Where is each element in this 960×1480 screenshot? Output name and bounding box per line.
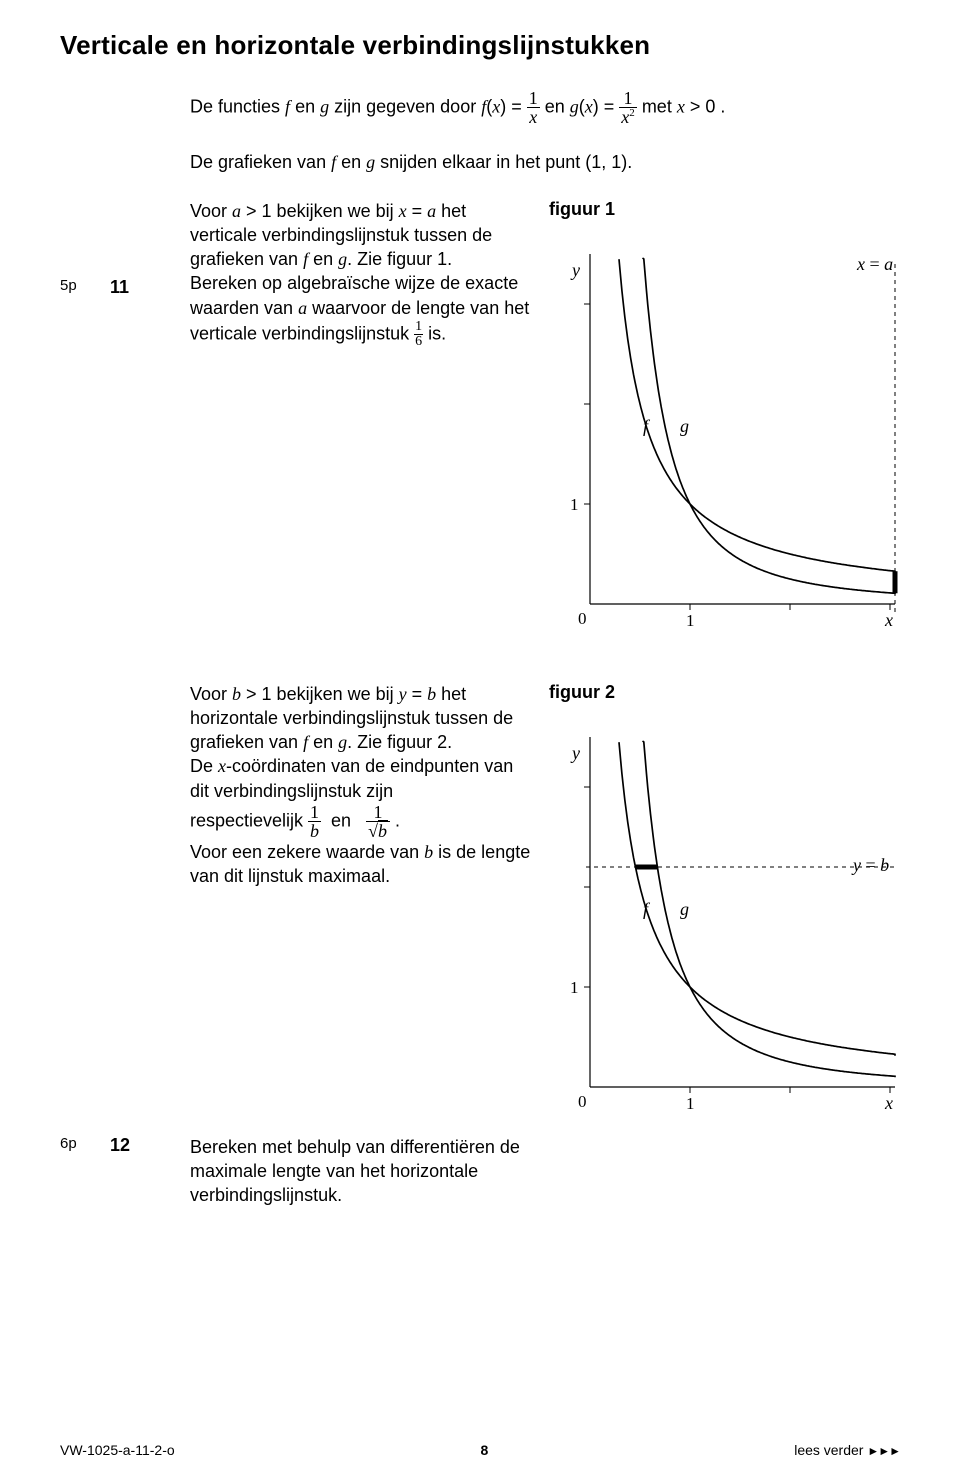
question-12-block: Voor b > 1 bekijken we bij y = b het hor… [60, 682, 900, 1127]
question-11-block: 5p 11 Voor a > 1 bekijken we bij x = a h… [60, 199, 900, 654]
q11-points: 5p [60, 199, 110, 298]
figure-1-chart: y x f g 0 1 1 x = a [545, 224, 900, 654]
svg-text:1: 1 [686, 1094, 695, 1113]
footer-doc-id: VW-1025-a-11-2-o [60, 1442, 175, 1458]
page-footer: VW-1025-a-11-2-o 8 lees verder ►►► lees … [60, 1442, 900, 1458]
svg-text:y: y [570, 260, 580, 280]
figure-1-title: figuur 1 [549, 199, 900, 220]
q12-task-text: Bereken met behulp van differentiëren de… [190, 1135, 535, 1208]
svg-text:1: 1 [570, 978, 579, 997]
footer-continue: lees verder ►►► lees verder ►►► [794, 1442, 900, 1458]
svg-text:x = a: x = a [856, 254, 893, 274]
svg-text:f: f [643, 416, 651, 436]
question-12-task-block: 6p 12 Bereken met behulp van differentië… [60, 1135, 900, 1208]
svg-text:y = b: y = b [851, 855, 889, 875]
svg-text:0: 0 [578, 609, 587, 628]
footer-page-num: 8 [481, 1442, 489, 1458]
svg-text:x: x [884, 1093, 893, 1113]
intro-paragraph: De functies f en g zijn gegeven door f(x… [190, 89, 900, 175]
svg-text:0: 0 [578, 1092, 587, 1111]
q12-text-para: Voor b > 1 bekijken we bij y = b het hor… [190, 682, 535, 889]
figure-2-chart: y x f g 0 1 1 y = b [545, 707, 900, 1127]
q11-text: Voor a > 1 bekijken we bij x = a het ver… [190, 199, 535, 349]
svg-text:y: y [570, 743, 580, 763]
svg-text:1: 1 [686, 611, 695, 630]
svg-text:f: f [643, 899, 651, 919]
svg-text:x: x [884, 610, 893, 630]
svg-text:1: 1 [570, 495, 579, 514]
svg-text:g: g [680, 416, 689, 436]
q12-points: 6p [60, 1135, 110, 1156]
svg-text:g: g [680, 899, 689, 919]
page-title: Verticale en horizontale verbindingslijn… [60, 30, 900, 61]
q12-number: 12 [110, 1135, 150, 1156]
q11-number: 11 [110, 199, 150, 298]
figure-2-title: figuur 2 [549, 682, 900, 703]
